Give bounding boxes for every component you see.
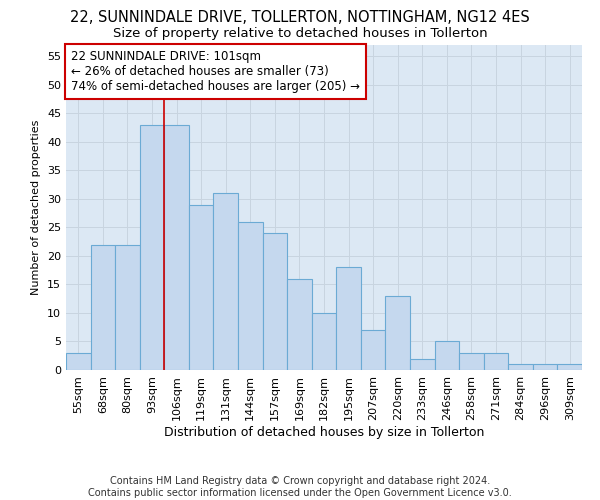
Bar (115, 244, 140, 370)
Bar (533, 364, 557, 370)
Bar (214, 193, 238, 370)
Bar (434, 342, 459, 370)
Bar (238, 222, 263, 370)
Bar (484, 353, 508, 370)
Bar (508, 364, 533, 370)
Bar (410, 358, 434, 370)
Bar (557, 364, 582, 370)
Bar (287, 279, 312, 370)
Bar (385, 296, 410, 370)
Bar (66, 353, 91, 370)
Bar (336, 268, 361, 370)
Bar (91, 244, 115, 370)
Text: Contains HM Land Registry data © Crown copyright and database right 2024.
Contai: Contains HM Land Registry data © Crown c… (88, 476, 512, 498)
Y-axis label: Number of detached properties: Number of detached properties (31, 120, 41, 295)
Bar (140, 125, 164, 370)
Bar (459, 353, 484, 370)
Bar (164, 125, 189, 370)
Bar (361, 330, 385, 370)
Bar (189, 204, 214, 370)
Bar (263, 233, 287, 370)
X-axis label: Distribution of detached houses by size in Tollerton: Distribution of detached houses by size … (164, 426, 484, 438)
Bar (312, 313, 336, 370)
Text: 22 SUNNINDALE DRIVE: 101sqm
← 26% of detached houses are smaller (73)
74% of sem: 22 SUNNINDALE DRIVE: 101sqm ← 26% of det… (71, 50, 360, 93)
Text: 22, SUNNINDALE DRIVE, TOLLERTON, NOTTINGHAM, NG12 4ES: 22, SUNNINDALE DRIVE, TOLLERTON, NOTTING… (70, 10, 530, 25)
Text: Size of property relative to detached houses in Tollerton: Size of property relative to detached ho… (113, 28, 487, 40)
